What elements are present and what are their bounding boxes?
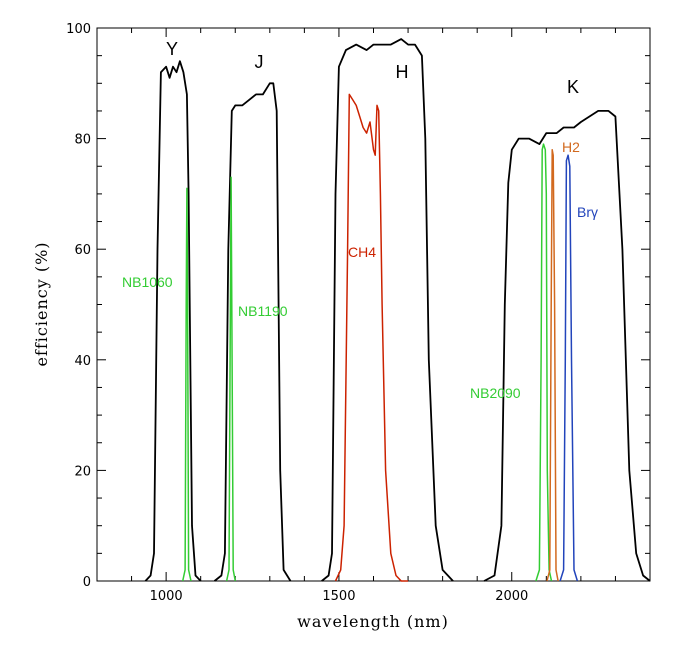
series-line-br [559,154,579,582]
series-line-h [321,38,454,582]
series-line-k [483,110,651,582]
series-line-j [213,82,292,582]
filter-label-h2: H2 [562,139,580,155]
series-line-ch4 [334,93,409,582]
filter-label-nb2090: NB2090 [470,385,521,401]
y-axis-title: efficiency (%) [32,241,51,366]
y-tick-label: 20 [74,464,91,479]
filter-label-nb1060: NB1060 [122,274,173,290]
series-line-y [144,60,202,582]
data-series [144,38,651,582]
series-line-h2 [546,148,559,582]
filter-label-nb1190: NB1190 [238,303,288,319]
band-label-k: K [567,77,579,97]
series-line-nb2090 [535,143,553,582]
band-label-j: J [255,52,264,72]
x-tick-label: 1000 [150,589,183,604]
series-line-nb1190 [225,176,237,582]
y-tick-label: 40 [74,354,91,369]
band-label-y: Y [166,39,178,59]
filter-label-brg: Brγ [577,204,598,220]
y-tick-label: 100 [66,22,91,37]
band-label-h: H [396,62,409,82]
x-axis-title: wavelength (nm) [297,612,449,631]
series-line-nb1060 [181,187,192,582]
x-tick-label: 1500 [322,589,355,604]
y-tick-label: 0 [83,575,91,590]
y-tick-label: 80 [74,133,91,148]
filter-label-ch4: CH4 [348,244,376,260]
x-tick-label: 2000 [495,589,528,604]
plot-frame [96,27,651,582]
y-tick-label: 60 [74,243,91,258]
axis-ticks: 1000 1500 2000 0 20 40 60 80 100 [66,22,650,604]
